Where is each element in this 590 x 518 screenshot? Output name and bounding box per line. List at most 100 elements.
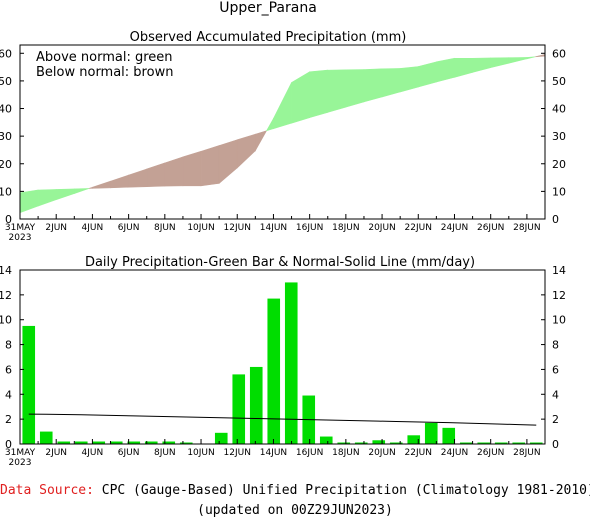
y-tick-label-left: 20 (0, 158, 12, 171)
y-tick-label-left: 10 (0, 314, 12, 327)
legend-above-normal: Above normal: green (36, 50, 173, 65)
x-tick-label: 20JUN (368, 223, 395, 233)
x-tick-label: 26JUN (477, 223, 504, 233)
chart-canvas: Upper_Parana Observed Accumulated Precip… (0, 0, 566, 468)
daily-bar (512, 442, 526, 444)
above-normal-area (74, 188, 90, 195)
above-normal-area (381, 68, 401, 98)
y-tick-label-left: 8 (5, 339, 12, 352)
data-source-text: CPC (Gauge-Based) Unified Precipitation … (101, 483, 590, 498)
y-tick-label-left: 50 (0, 75, 12, 88)
y-tick-label-right: 40 (552, 103, 566, 116)
daily-bar (74, 441, 88, 444)
x-tick-label: 14JUN (260, 223, 287, 233)
above-normal-area (472, 57, 491, 73)
y-tick-label-left: 30 (0, 130, 12, 143)
below-normal-area (218, 139, 238, 185)
x-tick-label: 6JUN (118, 223, 140, 233)
y-tick-label-right: 0 (552, 213, 559, 226)
x-tick-label: 2JUN (45, 223, 67, 233)
page-title: Upper_Parana (219, 0, 317, 16)
above-normal-area (291, 71, 310, 124)
data-source-line: Data Source: CPC (Gauge-Based) Unified P… (0, 483, 590, 498)
daily-bar (442, 427, 456, 444)
daily-bar (319, 436, 333, 444)
y-tick-label-right: 2 (552, 413, 559, 426)
daily-bar (477, 442, 491, 444)
above-normal-area (327, 69, 347, 113)
daily-bar (144, 441, 158, 444)
above-normal-area (417, 61, 437, 88)
y-tick-label-right: 12 (552, 289, 566, 302)
daily-bar (232, 374, 246, 444)
daily-bar (179, 442, 193, 444)
x-tick-label: 22JUN (405, 223, 432, 233)
x-tick-label: 18JUN (332, 448, 359, 458)
daily-bar (214, 432, 228, 444)
x-tick-label: 12JUN (224, 223, 251, 233)
above-normal-area (345, 69, 365, 108)
above-normal-area (526, 56, 536, 60)
daily-bar (459, 442, 473, 444)
x-tick-label: 8JUN (154, 223, 176, 233)
below-normal-area (255, 130, 268, 152)
below-normal-area (182, 150, 202, 187)
daily-bar (249, 366, 263, 444)
x-tick-label: 6JUN (118, 448, 140, 458)
daily-bar (529, 442, 543, 444)
daily-bar (424, 422, 438, 444)
x-tick-label: 31MAY (5, 223, 36, 233)
y-tick-label-right: 10 (552, 314, 566, 327)
x-tick-label: 28JUN (513, 223, 540, 233)
y-tick-label-right: 6 (552, 363, 559, 376)
below-normal-area (236, 133, 256, 169)
x-tick-label: 12JUN (224, 448, 251, 458)
above-normal-area (19, 189, 39, 214)
y-tick-label-left: 4 (5, 388, 12, 401)
x-tick-label: 16JUN (296, 448, 323, 458)
normal-line (28, 413, 537, 426)
x-tick-label: 10JUN (187, 223, 214, 233)
updated-note: (updated on 00Z29JUN2023) (197, 503, 393, 518)
below-normal-area (164, 156, 184, 187)
bottom-chart-title: Daily Precipitation-Green Bar & Normal-S… (85, 255, 475, 270)
y-tick-label-right: 60 (552, 47, 566, 60)
y-tick-label-left: 12 (0, 289, 12, 302)
accumulated-fills (19, 54, 546, 214)
daily-bar (127, 441, 141, 444)
y-tick-label-right: 0 (552, 438, 559, 451)
x-tick-label: 2023 (9, 233, 32, 243)
x-tick-label: 4JUN (82, 448, 104, 458)
below-normal-area (128, 168, 148, 188)
below-normal-area (535, 54, 546, 58)
x-tick-label: 24JUN (441, 223, 468, 233)
y-tick-label-right: 50 (552, 75, 566, 88)
y-tick-label-left: 14 (0, 264, 12, 277)
x-tick-label: 28JUN (513, 448, 540, 458)
daily-bar (494, 442, 508, 444)
daily-bar (57, 441, 71, 444)
bottom-plot-frame (19, 269, 546, 445)
above-normal-area (55, 188, 75, 201)
y-tick-label-left: 10 (0, 185, 12, 198)
daily-bars (22, 282, 543, 444)
y-tick-label-left: 6 (5, 363, 12, 376)
x-tick-label: 24JUN (441, 448, 468, 458)
daily-bar (337, 442, 351, 444)
top-plot-frame (19, 44, 546, 220)
y-tick-label-right: 14 (552, 264, 566, 277)
daily-bar (407, 435, 421, 444)
y-tick-label-left: 60 (0, 47, 12, 60)
x-tick-label: 8JUN (154, 448, 176, 458)
y-tick-label-right: 4 (552, 388, 559, 401)
daily-bar (39, 431, 53, 444)
above-normal-area (490, 57, 510, 69)
above-normal-area (363, 68, 383, 103)
above-normal-area (436, 57, 455, 83)
x-tick-label: 2023 (9, 458, 32, 468)
y-tick-label-left: 2 (5, 413, 12, 426)
